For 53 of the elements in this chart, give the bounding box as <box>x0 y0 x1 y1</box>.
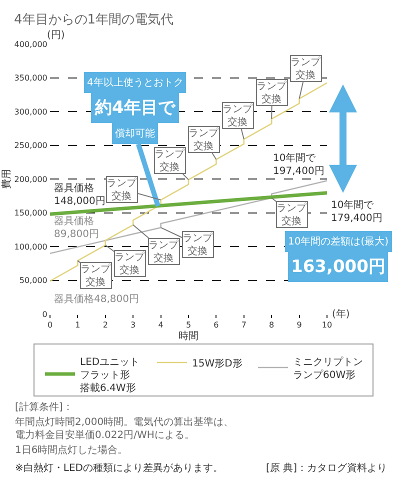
legend-label: ミニクリプトンランプ60W形 <box>293 356 363 381</box>
annotation: 器具価格48,800円 <box>54 293 139 305</box>
annotation: 償却可能 <box>115 128 155 140</box>
annotation: ランプ交換 <box>290 56 322 81</box>
annotation: ランプ交換 <box>222 103 254 128</box>
text: 1日6時間点灯した場合。 <box>15 444 128 456</box>
y-tick-label: 100,000 <box>14 242 48 252</box>
chart-title: 4年目からの1年間の電気代 <box>14 12 174 28</box>
y-axis-title: 費用 <box>0 169 12 189</box>
y-tick-label: 50,000 <box>19 276 48 286</box>
annotation: ランプ交換 <box>106 177 138 202</box>
y-tick-label: 200,000 <box>14 174 48 184</box>
x-tick-label: 1 <box>75 320 80 330</box>
annotation: 163,000円 <box>291 257 386 277</box>
annotation: 10年間で179,400円 <box>331 199 382 224</box>
x-tick-label: 2 <box>102 320 108 330</box>
text: (年) <box>332 308 350 320</box>
annotation: ランプ交換 <box>188 127 220 152</box>
annotation: ランプ交換 <box>182 232 214 257</box>
y-tick-label: 350,000 <box>14 74 48 83</box>
y-tick-label: 300,000 <box>14 107 48 116</box>
x-tick-label: 3 <box>130 320 136 330</box>
y-tick-label: 0 <box>42 310 48 319</box>
annotation: ランプ交換 <box>80 263 112 288</box>
text: [原 典]：カタログ資料より <box>266 462 387 474</box>
x-tick-label: 6 <box>214 320 219 330</box>
annotation: ランプ交換 <box>276 202 308 227</box>
annotation: 約4年目で <box>94 98 176 118</box>
x-tick-label: 7 <box>241 320 246 330</box>
annotation: 器具価格89,800円 <box>54 215 99 240</box>
annotation: ランプ交換 <box>154 148 186 173</box>
text: ※白熱灯・LEDの種類により差異があります。 <box>15 462 223 474</box>
text: [計算条件]： <box>15 401 73 413</box>
annotation: ランプ交換 <box>256 80 288 105</box>
text: 年間点灯時間2,000時間。電気代の算出基準は、電力料金目安単価0.022円/WHによる。 <box>15 416 234 441</box>
annotation: 10年間の差額は(最大) <box>288 236 389 248</box>
y-tick-label: 400,000 <box>14 40 48 49</box>
x-tick-label: 8 <box>269 320 274 330</box>
y-tick-label: 150,000 <box>14 208 48 218</box>
legend-label: LEDユニットフラット形搭載6.4W形 <box>80 356 140 394</box>
x-tick-label: 5 <box>186 320 192 330</box>
annotation: 10年間で197,400円 <box>273 152 324 177</box>
annotation: ランプ交換 <box>148 239 180 264</box>
legend-label: 15W形D形 <box>192 358 242 370</box>
annotation: 4年以上使うとおトク <box>87 76 184 88</box>
x-tick-label: 9 <box>296 320 302 330</box>
x-tick-label: 10 <box>322 320 332 330</box>
annotation: ランプ交換 <box>114 251 146 276</box>
x-axis-title: 時間 <box>178 330 198 342</box>
annotation: 器具価格148,000円 <box>54 182 106 207</box>
x-tick-label: 4 <box>158 320 164 330</box>
y-tick-label: 250,000 <box>14 141 48 150</box>
text: (円) <box>47 30 65 41</box>
